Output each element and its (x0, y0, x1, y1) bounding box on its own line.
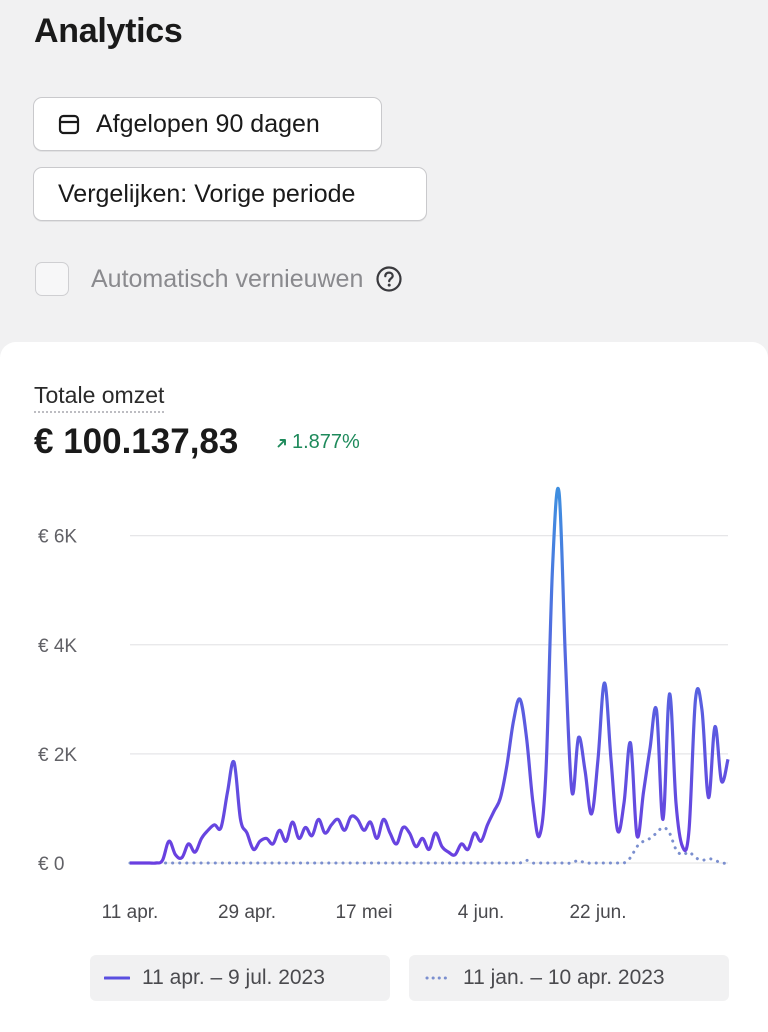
page-title: Analytics (34, 12, 183, 50)
series-line-previous (128, 825, 730, 865)
compare-label: Vergelijken: Vorige periode (58, 179, 356, 208)
auto-refresh-checkbox[interactable] (35, 262, 69, 296)
x-tick-label: 22 jun. (569, 902, 626, 923)
legend-label-current: 11 apr. – 9 jul. 2023 (142, 966, 325, 989)
question-circle-icon[interactable] (375, 265, 403, 293)
y-tick-label: € 4K (38, 636, 77, 657)
calendar-icon (58, 114, 80, 135)
y-tick-label: € 6K (38, 527, 77, 548)
metric-change: 1.877% (276, 431, 360, 454)
y-tick-label: € 0 (38, 854, 64, 875)
y-tick-label: € 2K (38, 745, 77, 766)
x-tick-label: 4 jun. (458, 902, 504, 923)
legend-label-previous: 11 jan. – 10 apr. 2023 (463, 966, 665, 989)
auto-refresh-row: Automatisch vernieuwen (35, 262, 403, 296)
date-range-button[interactable]: Afgelopen 90 dagen (33, 97, 382, 151)
auto-refresh-label: Automatisch vernieuwen (91, 264, 364, 293)
date-range-label: Afgelopen 90 dagen (96, 109, 320, 138)
sales-chart: € 0 € 2K € 4K € 6K 11 apr. 29 apr. 17 mei 4 jun… (38, 486, 730, 923)
series-line-current (129, 486, 730, 865)
metric-value: € 100.137,83 (34, 422, 239, 461)
solid-line-swatch (104, 976, 130, 980)
arrow-up-right-icon (277, 438, 286, 447)
legend-item-previous[interactable]: 11 jan. – 10 apr. 2023 (409, 955, 729, 1001)
x-tick-label: 17 mei (335, 902, 392, 923)
metric-label[interactable]: Totale omzet (34, 382, 165, 413)
total-sales-card: € 0 € 2K € 4K € 6K 11 apr. 29 apr. 17 mei 4 jun… (0, 342, 768, 1032)
x-tick-label: 11 apr. (102, 902, 159, 923)
metric-change-value: 1.877% (292, 431, 360, 453)
compare-button[interactable]: Vergelijken: Vorige periode (33, 167, 427, 221)
x-tick-label: 29 apr. (218, 902, 276, 923)
dotted-line-swatch (425, 976, 451, 980)
legend-item-current[interactable]: 11 apr. – 9 jul. 2023 (90, 955, 390, 1001)
